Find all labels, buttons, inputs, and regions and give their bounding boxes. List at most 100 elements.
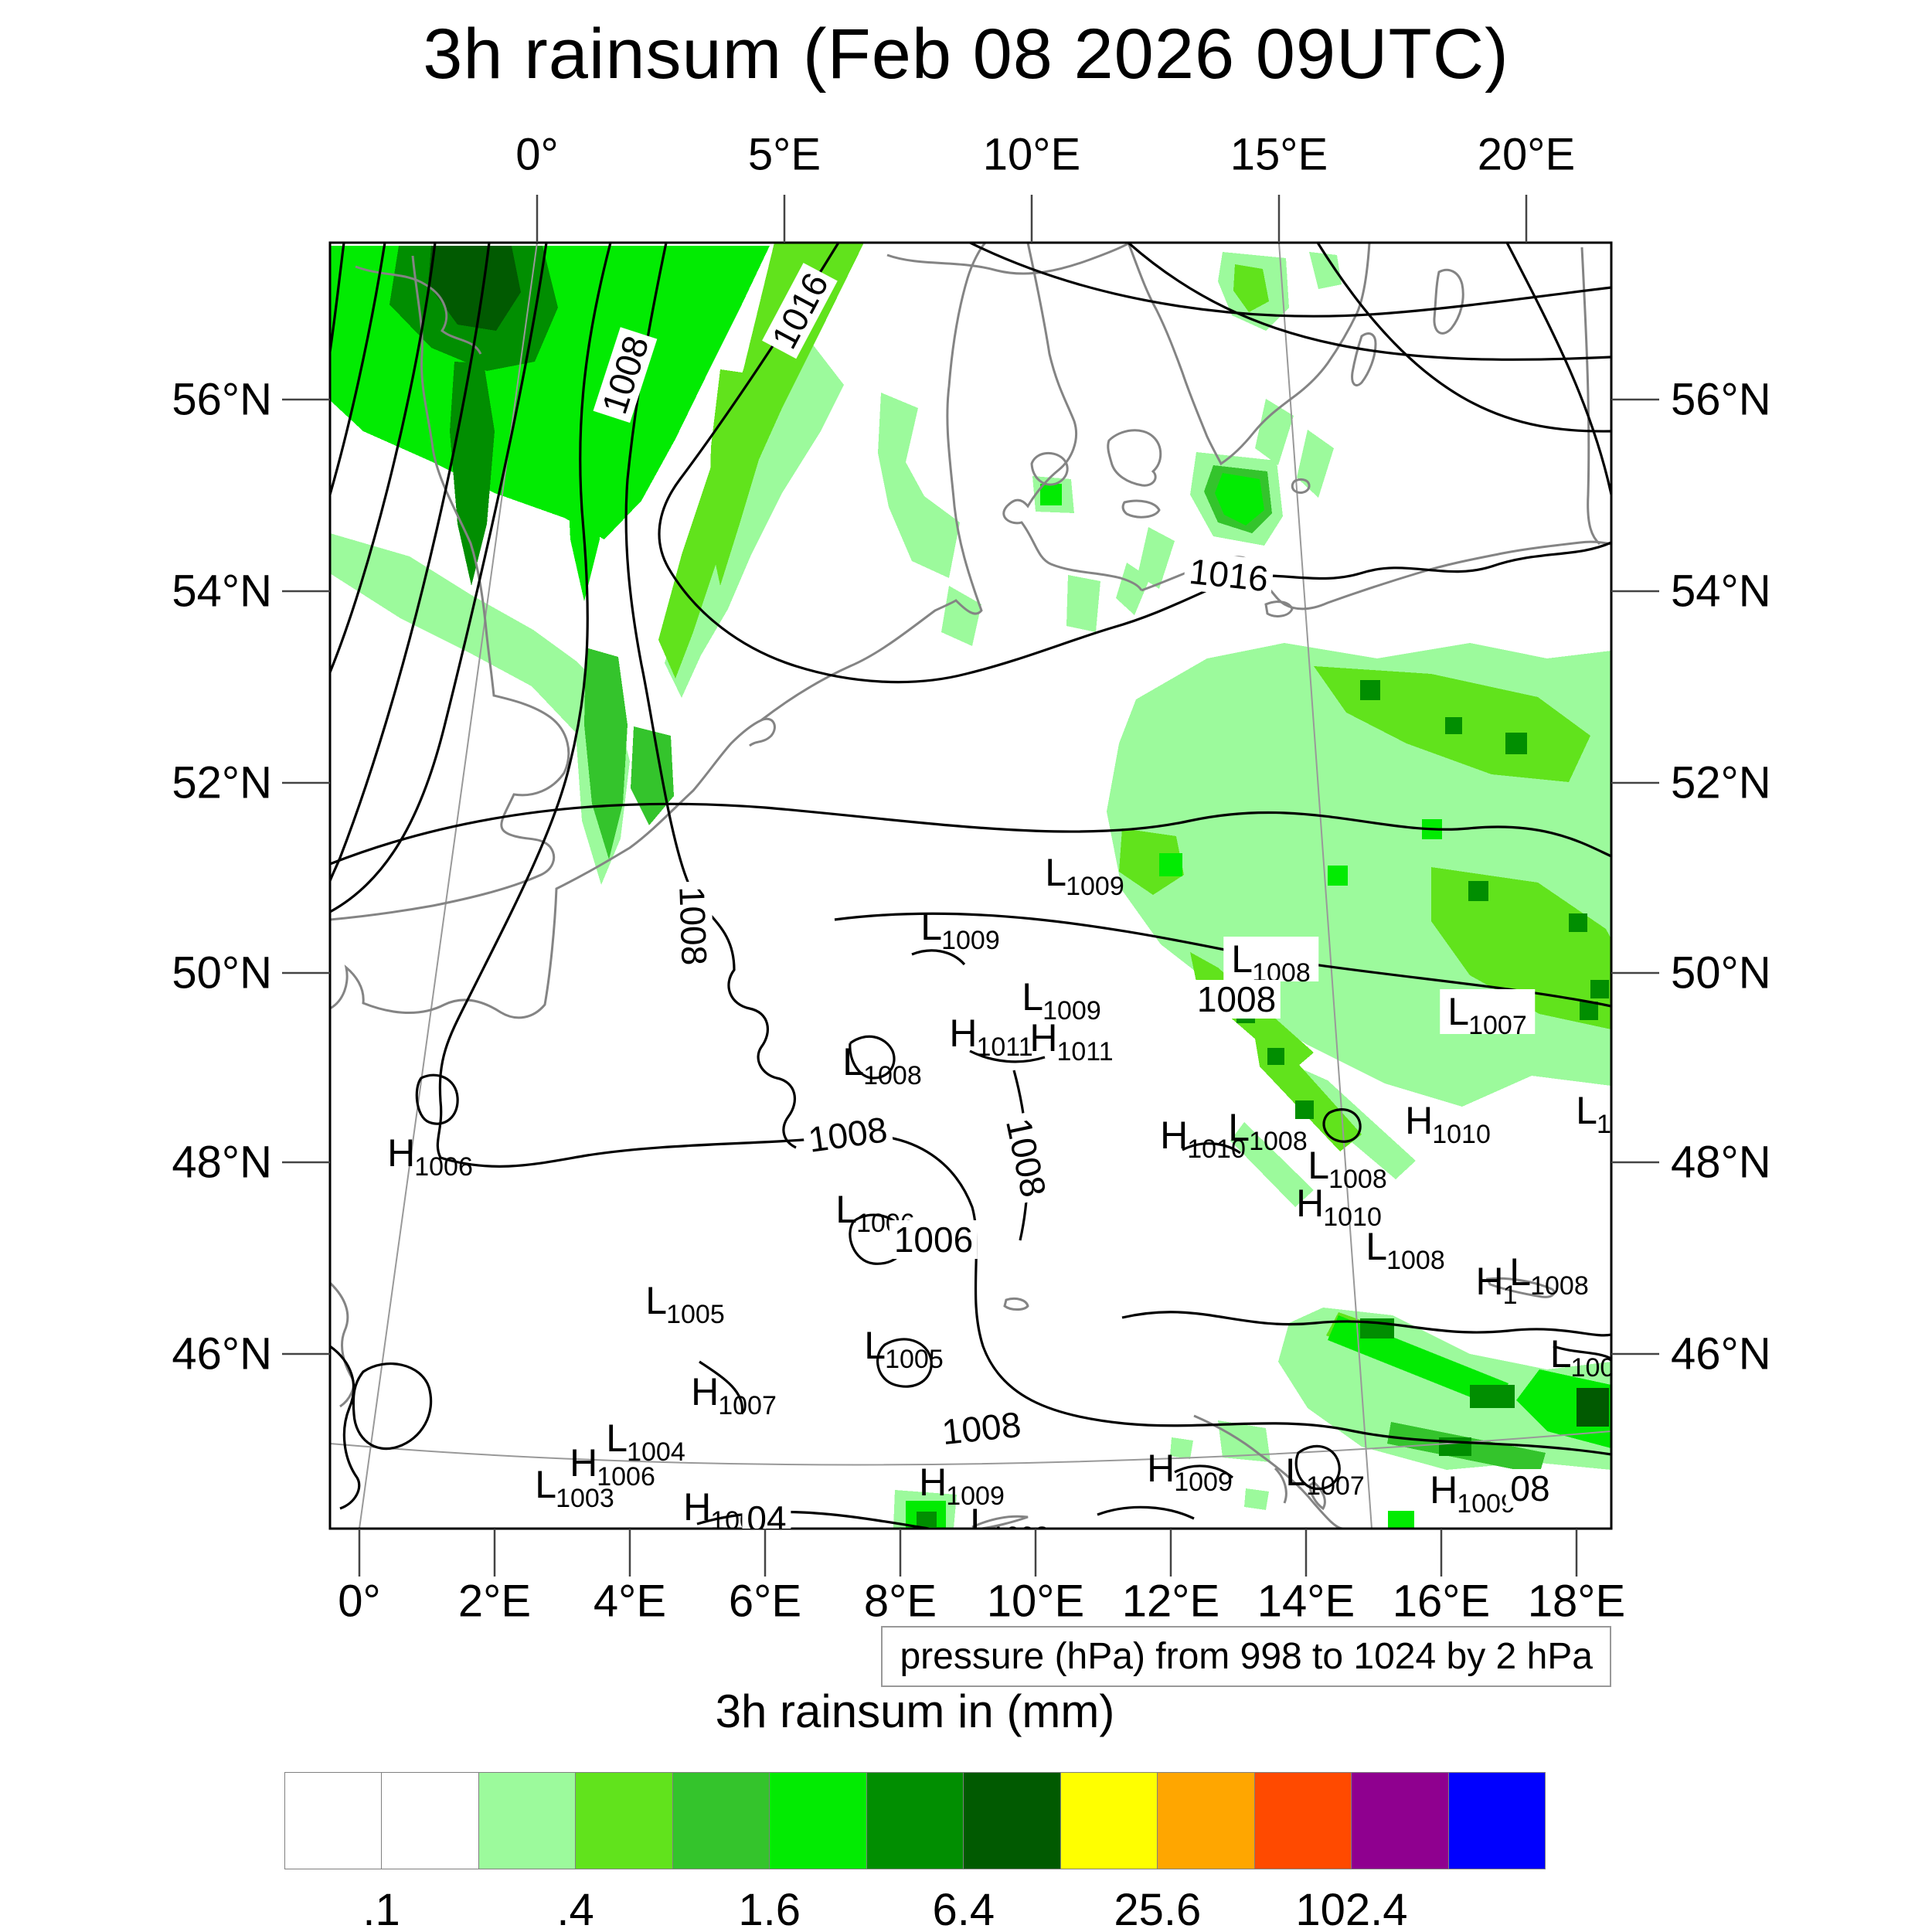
pressure-letter: H (1029, 1016, 1058, 1060)
pressure-letter: L (970, 1501, 992, 1529)
pressure-letter: H (949, 1012, 978, 1055)
pressure-center-l1009: L1009 (920, 907, 1000, 954)
pressure-letter: H (1475, 1260, 1504, 1303)
pressure-letter: H (1405, 1099, 1434, 1142)
pressure-letter: H (1160, 1114, 1189, 1157)
pressure-value: 100 (1570, 1353, 1611, 1383)
legend-cell-orange (1158, 1773, 1255, 1869)
pressure-letter: L (1231, 937, 1253, 981)
pressure-letter: H (387, 1131, 416, 1175)
pressure-center-l1005: L1005 (645, 1279, 725, 1328)
axis-label-bottom: 8°E (863, 1576, 937, 1627)
axis-label-bottom: 6°E (728, 1576, 802, 1627)
pressure-value: 1009 (1174, 1468, 1233, 1497)
axis-label-bottom: 12°E (1121, 1576, 1220, 1627)
pressure-letter: L (835, 1188, 858, 1231)
pressure-center-h1010: H1010 (1296, 1182, 1383, 1230)
pressure-value: 1010 (1323, 1202, 1382, 1232)
pressure-center-l1009: L1009 (1045, 851, 1124, 900)
legend-cell-white (285, 1773, 383, 1869)
pressure-center-l1005: L1005 (864, 1326, 944, 1372)
pressure-center-l1008: L1008 (842, 1040, 922, 1089)
pressure-value: 1010 (1432, 1120, 1491, 1149)
legend-tick-label: 6.4 (932, 1885, 995, 1932)
contour-label-1016: 1016 (762, 262, 838, 359)
pressure-center-l1008: L1008 (1308, 1144, 1387, 1192)
pressure-letter: L (1045, 851, 1067, 894)
pressure-value: 1009 (941, 926, 1000, 955)
legend-colorbar (284, 1772, 1546, 1869)
pressure-center-h1006: H1006 (387, 1131, 474, 1180)
pressure-center-l1008: L1008 (1366, 1227, 1445, 1274)
pressure-center-h1006: H1006 (570, 1444, 656, 1490)
pressure-value: 1003 (556, 1484, 614, 1513)
pressure-center-l1008: L1008 (970, 1503, 1049, 1529)
legend-cell-chartreuse (576, 1773, 673, 1869)
axis-label-bottom: 16°E (1392, 1576, 1491, 1627)
contour-label-1008: 1008 (593, 326, 658, 423)
legend-tick-label: 102.4 (1295, 1885, 1408, 1932)
pressure-letter: L (606, 1417, 628, 1460)
pressure-center-l1007: L1007 (1285, 1451, 1365, 1499)
legend-title: 3h rainsum in (mm) (715, 1685, 1115, 1737)
axis-label-bottom: 14°E (1257, 1576, 1355, 1627)
pressure-letter: L (1022, 975, 1044, 1019)
pressure-center-l1004: L1004 (606, 1417, 685, 1465)
contour-label-1016: 1016 (1182, 551, 1275, 599)
pressure-letter: L (1285, 1451, 1308, 1494)
pressure-letter: L (842, 1040, 865, 1083)
axis-ticks (282, 195, 1659, 1577)
contour-label-1008: 1008 (998, 1110, 1055, 1206)
pressure-value: 1008 (863, 1061, 922, 1090)
pressure-value: 1008 (1328, 1165, 1387, 1194)
pressure-letter: L (1308, 1144, 1330, 1187)
pressure-value: 1008 (1249, 1127, 1308, 1156)
map-frame (328, 241, 1613, 1530)
pressure-value: 10 (1596, 1110, 1611, 1139)
axis-label-left: 56°N (172, 374, 272, 425)
pressure-value: 1005 (885, 1345, 944, 1374)
axis-label-right: 50°N (1671, 947, 1771, 998)
pressure-center-l1008: L1008 (1223, 937, 1319, 986)
legend-tick-label: .1 (362, 1885, 400, 1932)
legend-cell-white (382, 1773, 479, 1869)
legend-cell-pale (478, 1773, 577, 1869)
contour-label-04: 04 (742, 1499, 791, 1529)
pressure-value: 1 (1502, 1281, 1518, 1310)
pressure-value: 1009 (1457, 1489, 1515, 1519)
axis-label-top: 0° (515, 129, 559, 180)
pressure-letter: L (645, 1279, 668, 1322)
pressure-letter: L (535, 1463, 557, 1506)
pressure-center-l100: L100 (1550, 1335, 1611, 1381)
pressure-center-l1008: L1008 (1228, 1108, 1308, 1155)
legend-cell-vdark (964, 1773, 1061, 1869)
axis-label-bottom: 2°E (457, 1576, 532, 1627)
pressure-center-h1011: H1011 (1029, 1016, 1114, 1065)
axis-label-left: 52°N (172, 757, 272, 808)
axis-label-top: 5°E (747, 129, 821, 180)
coastlines (330, 243, 1611, 1529)
axis-label-right: 52°N (1671, 757, 1771, 808)
pressure-letter: L (1447, 990, 1470, 1033)
rain-very-dark (428, 246, 1609, 1427)
pressure-center-l1007: L1007 (1440, 989, 1536, 1039)
pressure-caption-box: pressure (hPa) from 998 to 1024 by 2 hPa (881, 1626, 1611, 1687)
pressure-letter: H (1296, 1182, 1325, 1225)
page-title: 3h rainsum (Feb 08 2026 09UTC) (423, 15, 1509, 94)
axis-label-right: 56°N (1671, 374, 1771, 425)
pressure-value: 1009 (1066, 872, 1124, 901)
pressure-value: 1005 (666, 1300, 725, 1329)
axis-label-bottom: 10°E (986, 1576, 1085, 1627)
pressure-letter: H (1430, 1468, 1458, 1512)
pressure-center-h1010: H1010 (1405, 1099, 1492, 1148)
legend-tick-label: .4 (556, 1885, 594, 1932)
axis-label-bottom: 18°E (1527, 1576, 1626, 1627)
pressure-letter: H (1147, 1447, 1175, 1490)
legend-cell-bright (770, 1773, 867, 1869)
contour-label-1008: 1008 (935, 1404, 1028, 1452)
pressure-center-h1: H1 (1475, 1260, 1518, 1308)
contour-label-1008: 1008 (672, 880, 715, 971)
legend-tick-label: 1.6 (738, 1885, 801, 1932)
pressure-value: 1008 (991, 1522, 1049, 1529)
